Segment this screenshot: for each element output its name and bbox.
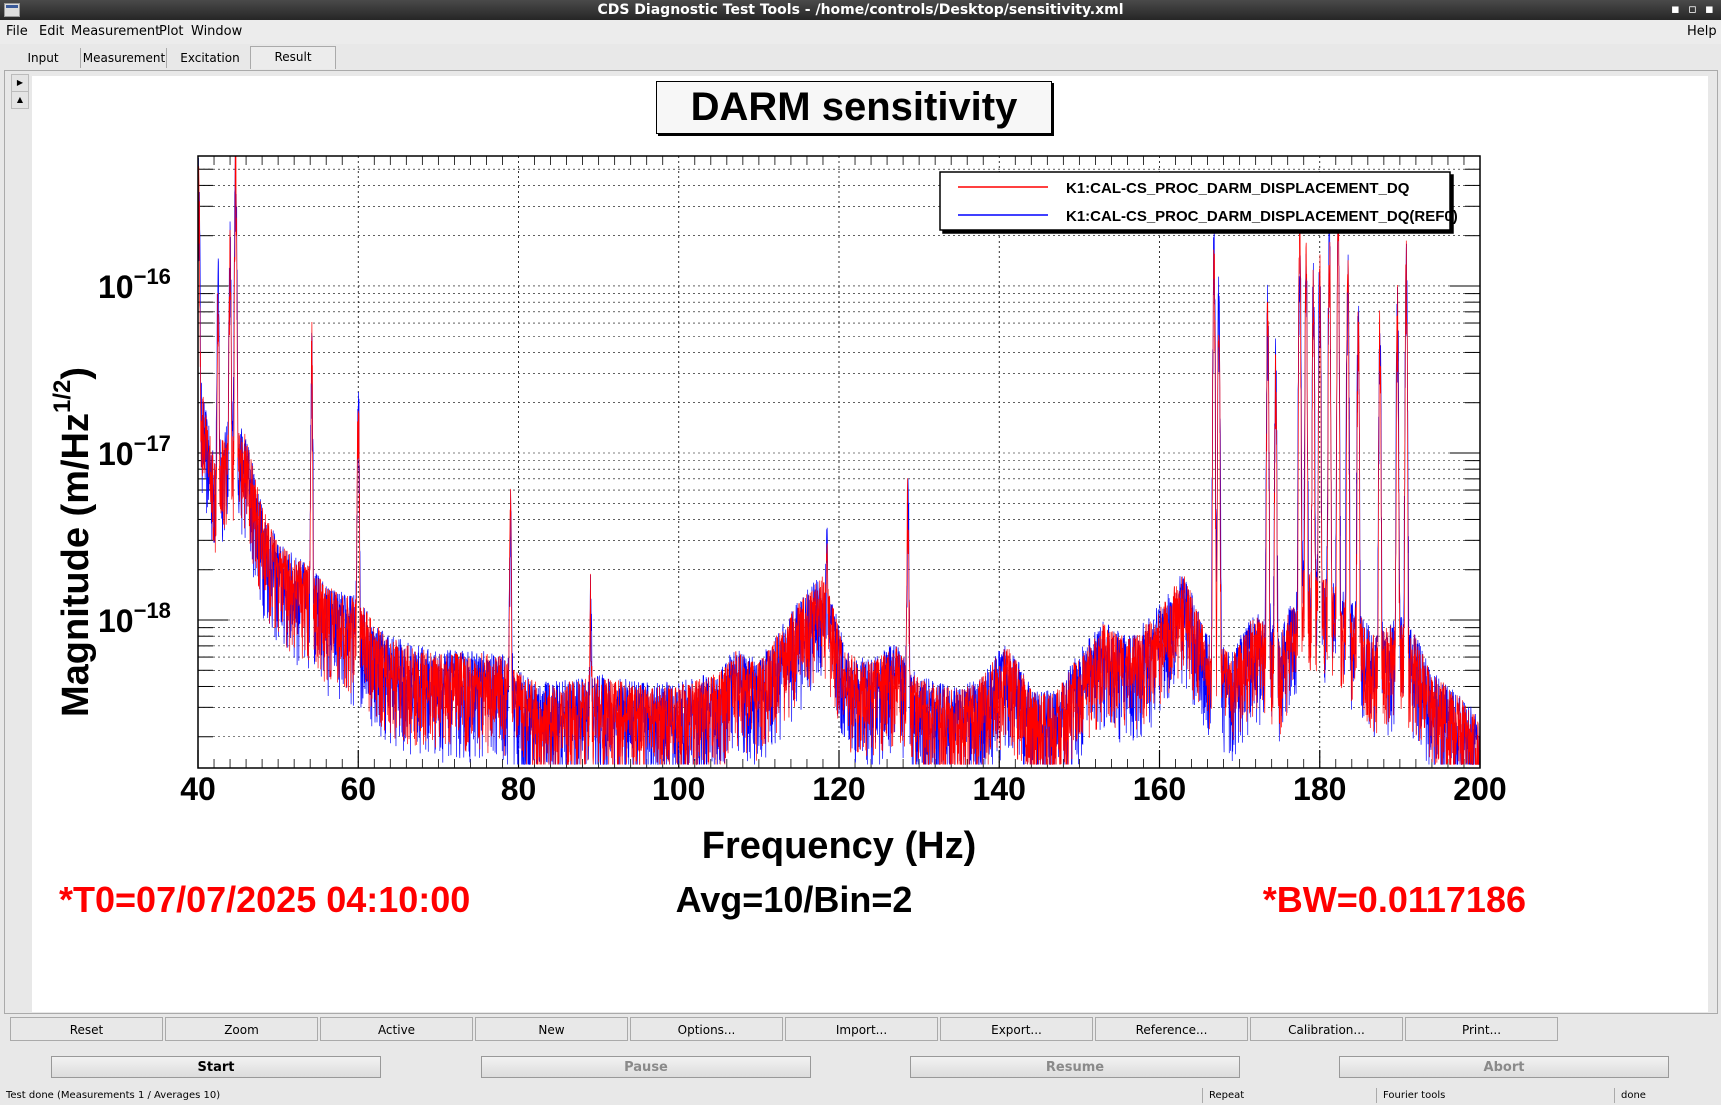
menu-file[interactable]: File bbox=[6, 24, 28, 39]
x-tick-label: 160 bbox=[1133, 771, 1186, 807]
averages-label: Avg=10/Bin=2 bbox=[676, 879, 913, 920]
x-tick-label: 40 bbox=[180, 771, 216, 807]
export-button[interactable]: Export... bbox=[940, 1017, 1093, 1041]
plot-canvas[interactable]: 40 60 80 100 120 140 160 180 200 10−18 10−17 10−16 … bbox=[32, 76, 1708, 1012]
scroll-right-icon[interactable]: ▶ bbox=[11, 74, 29, 92]
pause-button[interactable]: Pause bbox=[481, 1056, 811, 1078]
status-repeat: Repeat bbox=[1202, 1088, 1376, 1103]
import-button[interactable]: Import... bbox=[785, 1017, 938, 1041]
zoom-button[interactable]: Zoom bbox=[165, 1017, 318, 1041]
resume-button[interactable]: Resume bbox=[910, 1056, 1240, 1078]
x-axis-label: Frequency (Hz) bbox=[702, 825, 976, 867]
tab-result[interactable]: Result bbox=[250, 46, 336, 69]
legend-entry-current: K1:CAL-CS_PROC_DARM_DISPLACEMENT_DQ bbox=[1066, 180, 1410, 197]
tab-excitation[interactable]: Excitation bbox=[168, 48, 253, 68]
y-tick-label: 10−17 bbox=[98, 431, 171, 472]
series-traces bbox=[197, 155, 1481, 766]
active-button[interactable]: Active bbox=[320, 1017, 473, 1041]
status-bar: Test done (Measurements 1 / Averages 10)… bbox=[0, 1086, 1721, 1105]
tab-input[interactable]: Input bbox=[6, 48, 81, 68]
x-tick-label: 200 bbox=[1453, 771, 1506, 807]
status-message: Test done (Measurements 1 / Averages 10) bbox=[6, 1090, 221, 1101]
app-window-icon[interactable] bbox=[4, 3, 20, 17]
status-tools: Fourier tools bbox=[1376, 1088, 1614, 1103]
plot-title: DARM sensitivity bbox=[656, 81, 1052, 134]
print-button[interactable]: Print... bbox=[1405, 1017, 1558, 1041]
menu-bar: File Edit Measurement Plot Window Help bbox=[0, 20, 1721, 44]
plot-toolbar: Reset Zoom Active New Options... Import.… bbox=[10, 1017, 1710, 1041]
menu-plot[interactable]: Plot bbox=[159, 24, 184, 39]
legend-entry-reference: K1:CAL-CS_PROC_DARM_DISPLACEMENT_DQ(REF0… bbox=[1066, 208, 1458, 225]
new-button[interactable]: New bbox=[475, 1017, 628, 1041]
x-tick-label: 100 bbox=[652, 771, 705, 807]
y-tick-label: 10−16 bbox=[98, 264, 171, 305]
tab-measurement[interactable]: Measurement bbox=[82, 48, 167, 68]
test-control-bar: Start Pause Resume Abort bbox=[0, 1056, 1721, 1080]
minimize-icon[interactable]: ▪ bbox=[1671, 2, 1680, 17]
series-current-trace bbox=[197, 155, 1481, 766]
reference-button[interactable]: Reference... bbox=[1095, 1017, 1248, 1041]
menu-window[interactable]: Window bbox=[191, 24, 243, 39]
y-tick-label: 10−18 bbox=[98, 598, 171, 639]
legend: K1:CAL-CS_PROC_DARM_DISPLACEMENT_DQ K1:C… bbox=[939, 171, 1458, 231]
options-button[interactable]: Options... bbox=[630, 1017, 783, 1041]
plot-frame bbox=[197, 155, 1481, 769]
x-tick-label: 140 bbox=[973, 771, 1026, 807]
window-title: CDS Diagnostic Test Tools - /home/contro… bbox=[597, 2, 1124, 18]
title-bar: CDS Diagnostic Test Tools - /home/contro… bbox=[0, 0, 1721, 20]
calibration-button[interactable]: Calibration... bbox=[1250, 1017, 1403, 1041]
close-icon[interactable]: ▪ bbox=[1705, 2, 1714, 17]
menu-edit[interactable]: Edit bbox=[39, 24, 65, 39]
chart: 40 60 80 100 120 140 160 180 20010−1810−1710−16 … bbox=[49, 155, 1526, 920]
y-axis-label: Magnitude (m/Hz1/2) bbox=[49, 367, 97, 717]
reset-button[interactable]: Reset bbox=[10, 1017, 163, 1041]
scroll-up-icon[interactable]: ▲ bbox=[11, 91, 29, 109]
start-button[interactable]: Start bbox=[51, 1056, 381, 1078]
menu-measurement[interactable]: Measurement bbox=[71, 24, 161, 39]
bandwidth-label: *BW=0.0117186 bbox=[1263, 879, 1526, 920]
x-tick-label: 80 bbox=[501, 771, 537, 807]
abort-button[interactable]: Abort bbox=[1339, 1056, 1669, 1078]
legend-frame bbox=[939, 171, 1451, 231]
menu-help[interactable]: Help bbox=[1687, 24, 1717, 39]
x-tick-label: 60 bbox=[340, 771, 376, 807]
tab-bar: Input Measurement Excitation Result bbox=[0, 46, 1721, 70]
x-tick-label: 120 bbox=[812, 771, 865, 807]
status-state: done bbox=[1614, 1088, 1721, 1103]
x-tick-label: 180 bbox=[1293, 771, 1346, 807]
t0-timestamp: *T0=07/07/2025 04:10:00 bbox=[59, 879, 470, 920]
maximize-icon[interactable]: ▫ bbox=[1688, 2, 1697, 17]
result-panel bbox=[4, 70, 1718, 1014]
tick-labels: 40 60 80 100 120 140 160 180 200 10−18 10−17 10−16 bbox=[98, 264, 1507, 807]
